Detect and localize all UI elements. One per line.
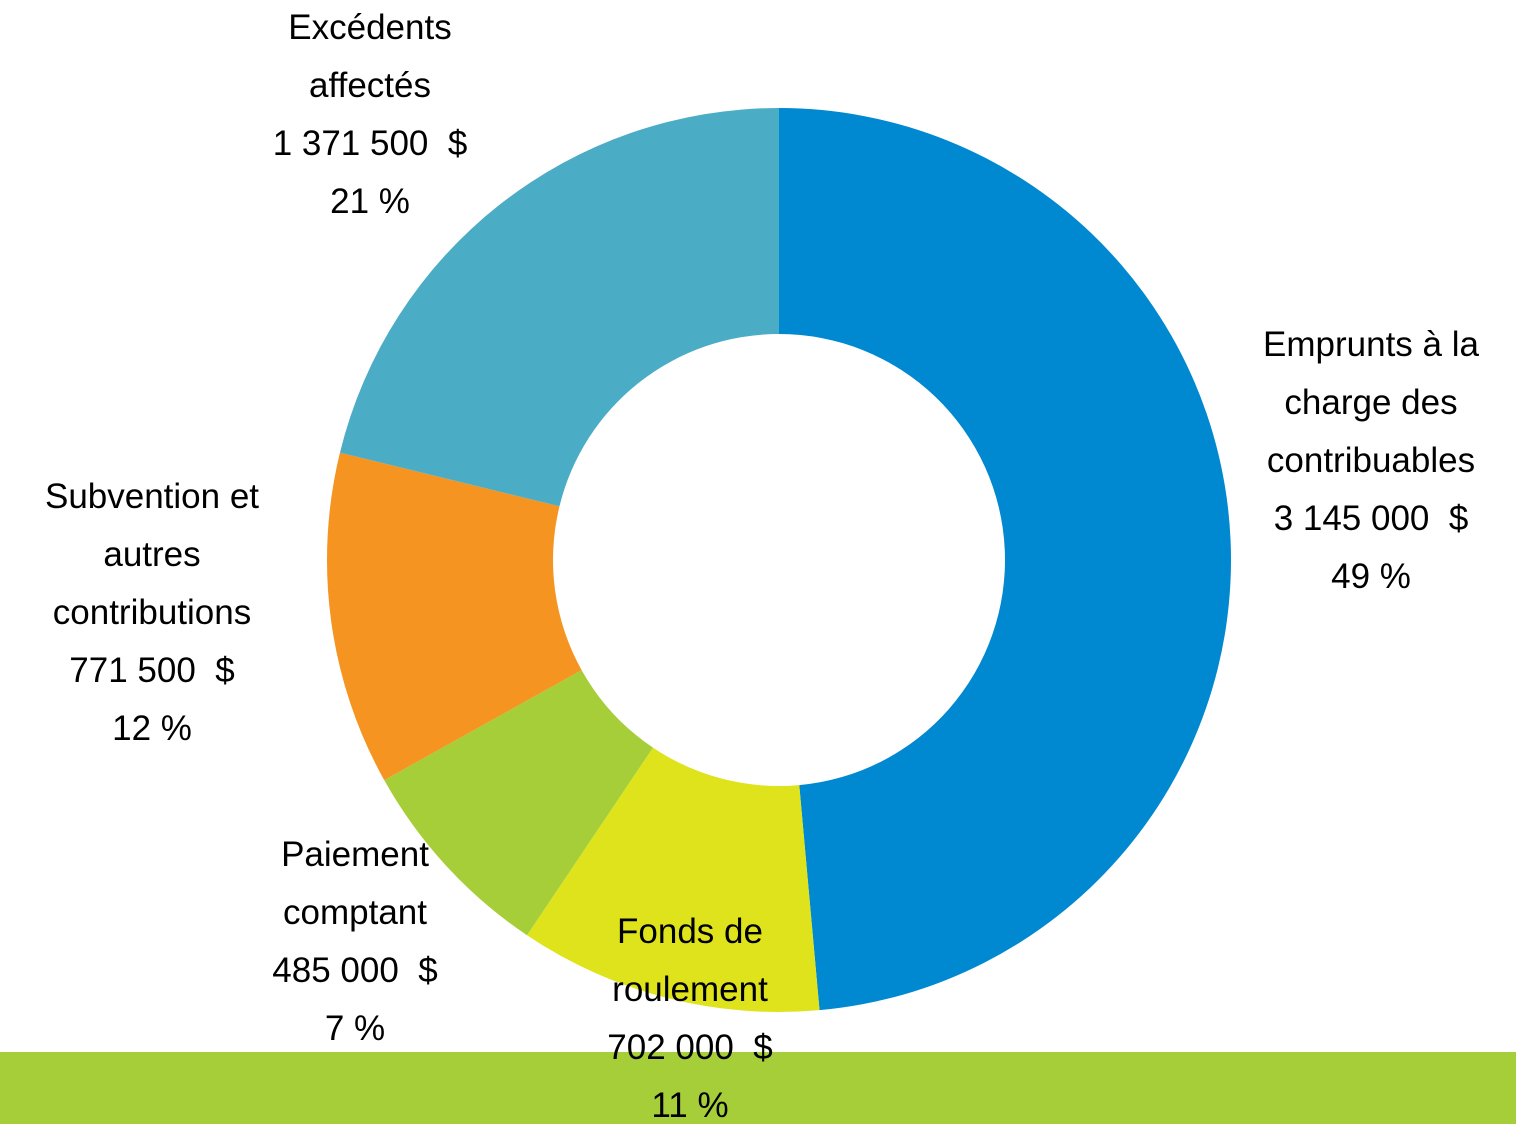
donut-segment xyxy=(526,747,820,1012)
donut-segment xyxy=(779,108,1231,1011)
donut-segment xyxy=(384,670,653,936)
percent-label: 11 % xyxy=(651,1086,729,1124)
data-label: Subvention et autres contributions 771 50… xyxy=(12,468,292,758)
donut-segment xyxy=(339,108,779,507)
category-label: Paiement comptant xyxy=(281,835,429,932)
value-label: 485 000 $ xyxy=(272,951,438,990)
footer-bar xyxy=(0,1052,1516,1124)
percent-label: 49 % xyxy=(1331,557,1411,596)
data-label: Emprunts à la charge des contribuables 3 … xyxy=(1226,316,1516,606)
donut-segment xyxy=(327,452,582,781)
category-label: Emprunts à la charge des contribuables xyxy=(1263,325,1479,480)
category-label: Excédents affectés xyxy=(288,8,452,105)
percent-label: 7 % xyxy=(324,1009,386,1048)
category-label: Subvention et autres contributions xyxy=(44,477,260,632)
value-label: 1 371 500 $ xyxy=(272,124,468,163)
category-label: Fonds de roulement xyxy=(612,912,768,1009)
data-label: Paiement comptant 485 000 $ 7 % xyxy=(240,826,470,1058)
percent-label: 12 % xyxy=(112,709,192,748)
value-label: 702 000 $ xyxy=(607,1028,773,1067)
data-label: Excédents affectés 1 371 500 $ 21 % xyxy=(240,0,500,231)
value-label: 3 145 000 $ xyxy=(1273,499,1469,538)
percent-label: 21 % xyxy=(330,182,410,221)
value-label: 771 500 $ xyxy=(69,651,235,690)
data-label: Fonds de roulement 702 000 $ 11 % xyxy=(575,903,805,1124)
